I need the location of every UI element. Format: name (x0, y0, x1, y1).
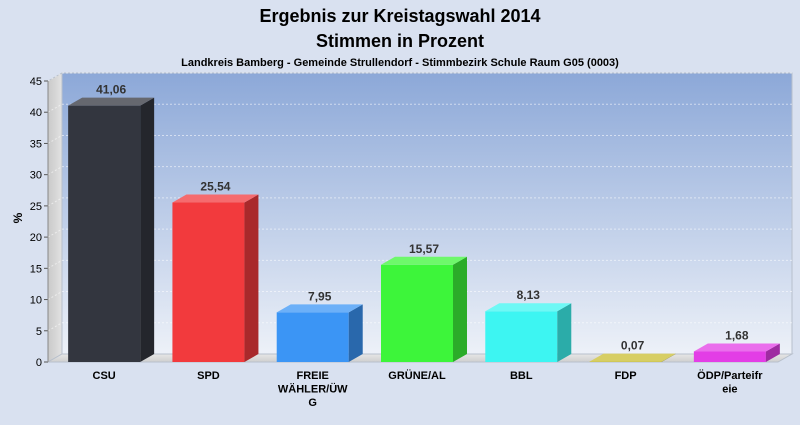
x-category-label: eie (722, 384, 737, 396)
bar-value-label: 0,07 (621, 339, 645, 353)
bar-top (381, 257, 467, 265)
bar-top (68, 98, 154, 106)
bar (172, 195, 258, 362)
bar-front (172, 203, 244, 362)
bar-front (694, 352, 766, 362)
bar-top (277, 304, 363, 312)
y-axis-ticks: 0 5 10 15 20 25 30 35 40 45 (30, 76, 48, 369)
bar-top (694, 344, 780, 352)
bar (485, 303, 571, 362)
bar (277, 304, 363, 362)
bar-value-label: 41,06 (96, 83, 126, 97)
bar-top (172, 195, 258, 203)
y-tick-label: 5 (36, 326, 42, 338)
chart-subtitle: Landkreis Bamberg - Gemeinde Strullendor… (181, 57, 619, 69)
y-tick-label: 25 (30, 201, 42, 213)
x-category-label: ÖDP/Parteifr (697, 369, 763, 382)
y-tick-label: 10 (30, 295, 42, 307)
y-tick-label: 40 (30, 107, 42, 119)
bar-value-label: 7,95 (308, 289, 332, 303)
bar-front (277, 312, 349, 362)
bar-value-label: 1,68 (725, 329, 749, 343)
x-category-label: GRÜNE/AL (388, 369, 446, 382)
x-category-label: BBL (510, 370, 533, 382)
bar (694, 344, 780, 362)
x-category-label: FDP (615, 370, 637, 382)
x-category-label: WÄHLER/ÜW (278, 383, 348, 396)
plot-side-wall (48, 73, 62, 362)
y-tick-label: 20 (30, 232, 42, 244)
x-category-label: G (308, 397, 317, 409)
x-category-label: CSU (93, 370, 116, 382)
chart-title: Ergebnis zur Kreistagswahl 2014 (259, 6, 540, 26)
bar (590, 354, 676, 362)
y-tick-label: 45 (30, 76, 42, 88)
bar-front (485, 311, 557, 362)
bar-front (68, 106, 140, 362)
bar-top (590, 354, 676, 362)
bar-front (381, 265, 453, 362)
bar-side (453, 257, 467, 362)
bar (68, 98, 154, 362)
bar-value-label: 25,54 (200, 180, 230, 194)
y-tick-label: 35 (30, 138, 42, 150)
bar (381, 257, 467, 362)
x-category-label: FREIE (297, 370, 329, 382)
y-tick-label: 30 (30, 170, 42, 182)
y-tick-label: 0 (36, 357, 42, 369)
bar-side (557, 303, 571, 362)
y-axis-label: % (11, 212, 25, 223)
bar-top (485, 303, 571, 311)
x-category-label: SPD (197, 370, 220, 382)
chart-title-line-2: Stimmen in Prozent (316, 31, 484, 51)
bar-side (244, 195, 258, 362)
bar-value-label: 8,13 (517, 288, 541, 302)
bar-value-label: 15,57 (409, 242, 439, 256)
bar-side (349, 304, 363, 362)
y-tick-label: 15 (30, 263, 42, 275)
bar-side (140, 98, 154, 362)
